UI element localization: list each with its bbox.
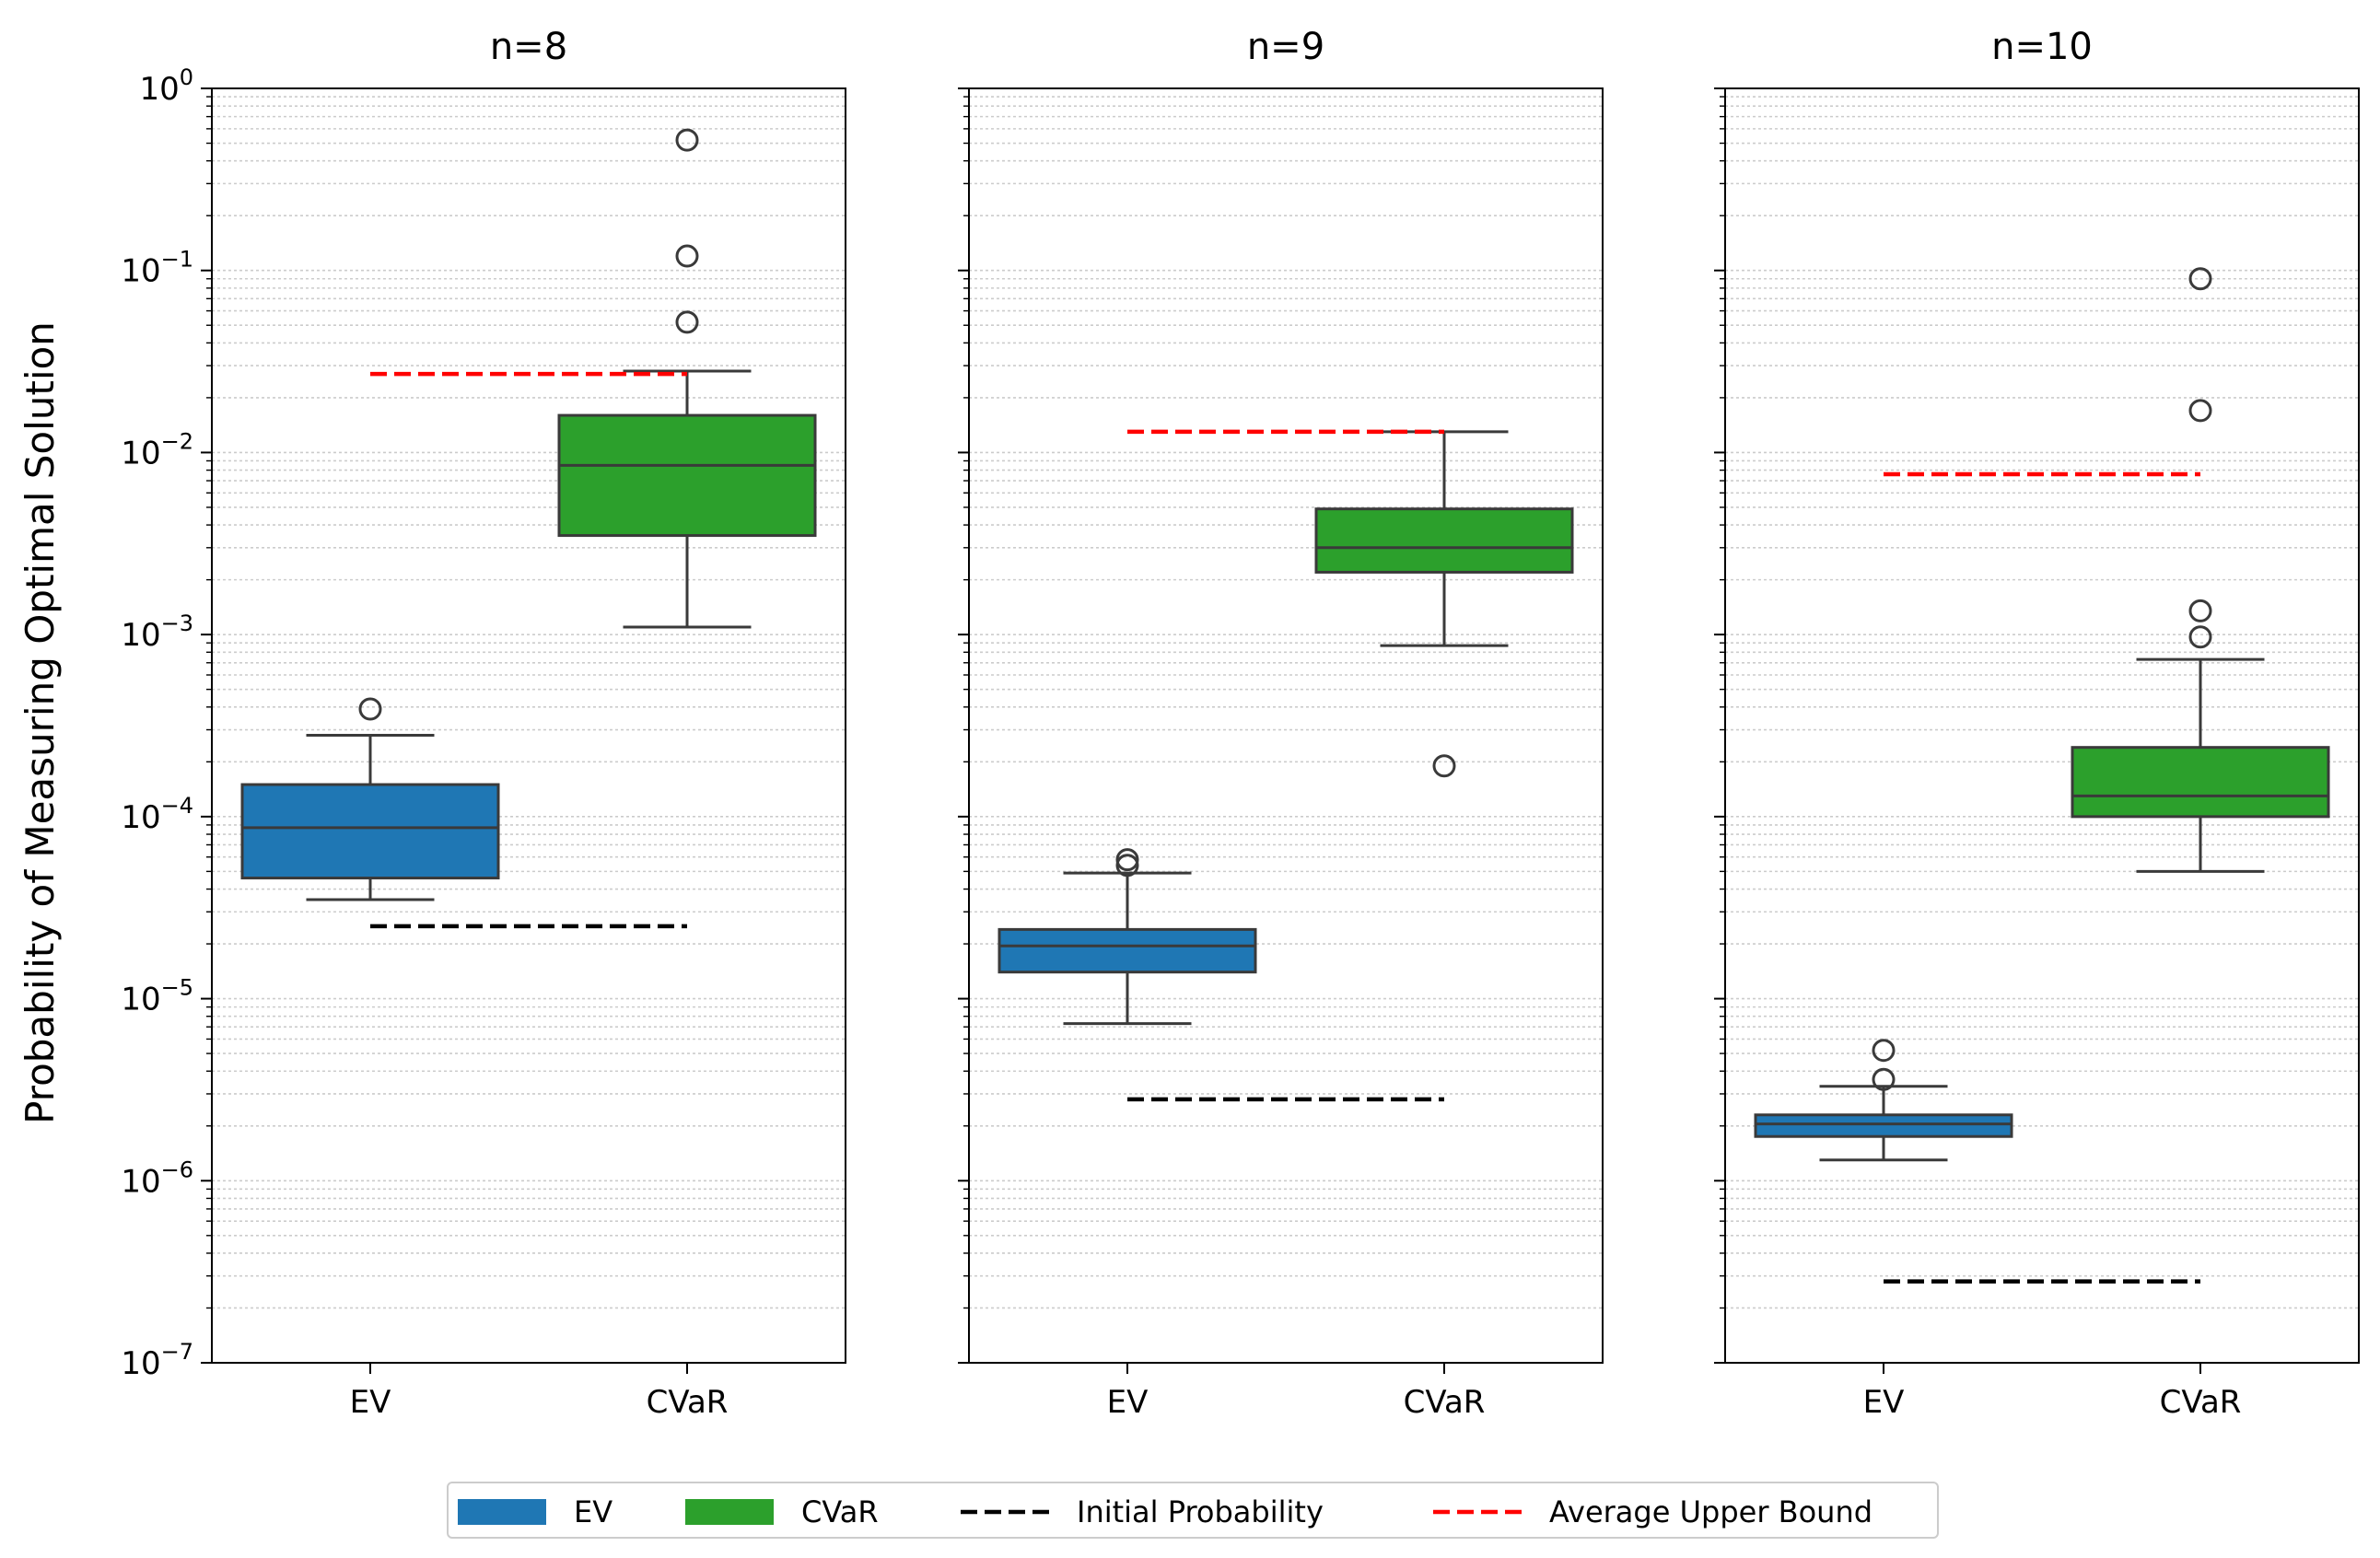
legend-swatch (458, 1499, 546, 1525)
axes-frame (1724, 87, 2360, 1364)
y-ticks (958, 87, 969, 1364)
outlier-point (2188, 399, 2212, 423)
box-iqr (557, 413, 817, 538)
outlier-point (2188, 267, 2212, 291)
y-ticks (1714, 87, 1725, 1364)
outlier-point (1115, 854, 1139, 878)
panel-title: n=10 (1991, 26, 2093, 68)
legend-label: Initial Probability (1077, 1494, 1324, 1529)
legend-label: EV (574, 1494, 612, 1529)
panels: 100 10−1 10−2 10−3 10−4 10−5 10−6 10−7 EV CVaR n=8… (121, 26, 2360, 1421)
outlier-point (2188, 599, 2212, 622)
outlier-point (2188, 625, 2212, 649)
y-tick-label: 10−3 (121, 610, 193, 654)
box-cvar (1314, 430, 1574, 778)
box-cvar (557, 128, 817, 629)
outlier-point (1872, 1039, 1896, 1063)
outlier-point (358, 697, 382, 721)
outlier-point (675, 128, 699, 152)
legend: EV CVaR Initial Probability Average Upper B… (447, 1482, 1939, 1539)
y-tick-label: 10−4 (121, 793, 193, 836)
axes-frame (211, 87, 846, 1364)
outlier-point (1432, 754, 1456, 778)
box-ev (998, 848, 1257, 1026)
outlier-point (1872, 1067, 1896, 1091)
box-ev (240, 697, 500, 901)
outlier-point (675, 244, 699, 268)
grid-lines (212, 87, 846, 1364)
grid-lines (969, 87, 1603, 1364)
grid-lines (1725, 87, 2359, 1364)
box-iqr (240, 783, 500, 880)
panel-title: n=9 (1247, 26, 1324, 68)
x-tick-label: CVaR (2160, 1384, 2242, 1421)
y-tick-label: 10−7 (121, 1339, 193, 1382)
box-iqr (2071, 746, 2330, 819)
y-ticks: 100 10−1 10−2 10−3 10−4 10−5 10−6 10−7 (121, 64, 212, 1382)
box-cvar (2071, 267, 2330, 873)
x-tick-label: CVaR (1404, 1384, 1486, 1421)
outlier-point (675, 310, 699, 334)
x-tick-label: EV (1863, 1384, 1905, 1421)
x-tick-label: CVaR (647, 1384, 729, 1421)
legend-label: Average Upper Bound (1549, 1494, 1872, 1529)
x-tick-label: EV (350, 1384, 391, 1421)
box-iqr (998, 927, 1257, 974)
x-tick-label: EV (1107, 1384, 1149, 1421)
y-tick-label: 100 (139, 64, 193, 108)
y-axis-label: Probability of Measuring Optimal Solutio… (18, 321, 63, 1124)
box-iqr (1754, 1113, 2013, 1138)
y-tick-label: 10−6 (121, 1157, 193, 1200)
legend-frame (447, 1482, 1939, 1539)
y-tick-label: 10−5 (121, 975, 193, 1018)
legend-entry: EV (458, 1494, 612, 1529)
box-ev (1754, 1039, 2013, 1162)
panel-3: EV CVaR n=10 (1714, 26, 2360, 1421)
legend-entry: Initial Probability (961, 1494, 1324, 1529)
legend-entry: Average Upper Bound (1433, 1494, 1872, 1529)
legend-label: CVaR (801, 1494, 879, 1529)
panel-title: n=8 (490, 26, 567, 68)
panel-1: 100 10−1 10−2 10−3 10−4 10−5 10−6 10−7 EV CVaR n=8 (121, 26, 846, 1421)
legend-swatch (685, 1499, 774, 1525)
box-iqr (1314, 507, 1574, 574)
panel-2: EV CVaR n=9 (958, 26, 1604, 1421)
axes-frame (968, 87, 1604, 1364)
y-tick-label: 10−2 (121, 428, 193, 471)
legend-entry: CVaR (685, 1494, 879, 1529)
outlier-point (1115, 848, 1139, 872)
y-tick-label: 10−1 (121, 247, 193, 290)
